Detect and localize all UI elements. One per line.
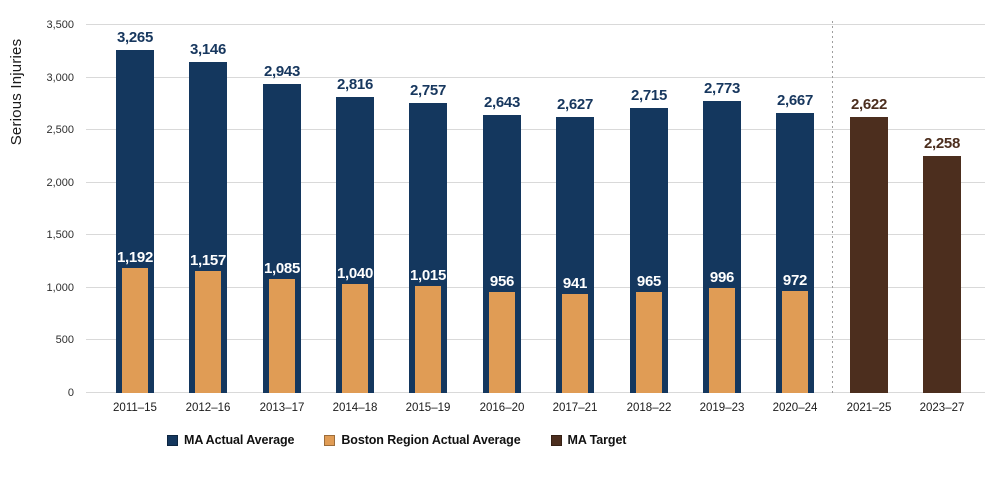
target-period-separator [832,21,833,393]
plot-area: 0 500 1,000 1,500 2,000 2,500 3,000 3,500 3,265 3… [46,19,985,414]
gridline [86,181,985,183]
boston-region-actual-average-value-label: 1,192 [116,249,154,266]
boston-region-actual-average-swatch-icon [324,434,336,446]
gridline [86,234,985,236]
x-axis-label: 2012–16 [185,402,231,414]
x-axis-label: 2015–19 [405,402,451,414]
legend-label: MA Actual Average [184,433,295,447]
boston-region-actual-average-bar [782,291,808,393]
ma-actual-average-value-label: 2,757 [409,82,447,99]
ma-actual-average-value-label: 2,943 [263,63,301,80]
ma-actual-average-value-label: 2,627 [556,96,594,113]
boston-region-actual-average-bar [489,292,515,393]
boston-region-actual-average-bar [636,292,662,393]
ma-target-value-label: 2,258 [923,135,961,152]
boston-region-actual-average-value-label: 965 [636,273,662,290]
x-axis-label: 2014–18 [332,402,378,414]
ma-target-bar [923,156,961,393]
y-axis-tick-label: 3,500 [46,19,74,31]
gridline [86,76,985,78]
x-axis-label: 2019–23 [699,402,745,414]
x-axis-label: 2023–27 [919,402,965,414]
boston-region-actual-average-value-label: 996 [709,269,735,286]
y-axis-tick-label: 1,000 [46,281,74,294]
ma-target-bar [850,117,888,393]
y-axis-tick-label: 2,000 [46,176,74,189]
gridline [86,286,985,288]
boston-region-actual-average-bar [122,268,148,393]
x-axis-label: 2011–15 [113,402,157,414]
legend-item-ma-target: MA Target [550,433,627,447]
boston-region-actual-average-value-label: 972 [782,272,808,289]
y-axis-tick-label: 1,500 [46,229,74,242]
gridline [86,129,985,131]
boston-region-actual-average-bar [269,279,295,393]
gridline [86,24,985,25]
boston-region-actual-average-value-label: 1,040 [336,265,374,282]
ma-actual-average-value-label: 2,773 [703,80,741,97]
x-axis-label: 2018–22 [626,402,672,414]
ma-actual-average-value-label: 3,265 [116,29,154,46]
ma-actual-average-swatch-icon [167,434,178,446]
gridline [86,392,985,393]
boston-region-actual-average-value-label: 1,015 [409,267,447,284]
boston-region-actual-average-value-label: 941 [562,275,588,292]
ma-actual-average-value-label: 2,816 [336,76,374,93]
gridline [86,339,985,341]
boston-region-actual-average-value-label: 1,085 [263,260,301,277]
x-axis-label: 2021–25 [846,402,892,414]
x-axis-label: 2020–24 [772,402,818,414]
legend-label: MA Target [567,433,627,447]
ma-actual-average-value-label: 2,643 [483,94,521,111]
x-axis-label: 2013–17 [259,402,305,414]
ma-actual-average-value-label: 3,146 [189,41,227,58]
ma-actual-average-value-label: 2,667 [776,92,814,109]
y-axis-title: Serious Injuries [8,38,25,146]
boston-region-actual-average-value-label: 956 [489,273,515,290]
x-axis-label: 2017–21 [552,402,598,414]
y-axis-tick-label: 500 [55,334,74,347]
ma-target-swatch-icon [550,434,562,446]
boston-region-actual-average-value-label: 1,157 [189,252,227,269]
boston-region-actual-average-bar [562,294,588,393]
boston-region-actual-average-bar [415,286,441,393]
boston-region-actual-average-bar [709,288,735,393]
boston-region-actual-average-bar [342,284,368,393]
y-axis-tick-label: 3,000 [46,71,74,84]
y-axis-tick-label: 2,500 [46,124,74,137]
legend-label: Boston Region Actual Average [341,433,521,447]
boston-region-actual-average-bar [195,271,221,393]
legend-item-ma-actual-average: MA Actual Average [167,433,294,447]
ma-target-value-label: 2,622 [850,96,888,113]
legend: MA Actual Average Boston Region Actual Av… [167,433,626,447]
ma-actual-average-value-label: 2,715 [630,87,668,104]
x-axis-label: 2016–20 [479,402,525,414]
y-axis-tick-label: 0 [67,387,74,399]
legend-item-boston-region-actual-average: Boston Region Actual Average [324,433,521,447]
